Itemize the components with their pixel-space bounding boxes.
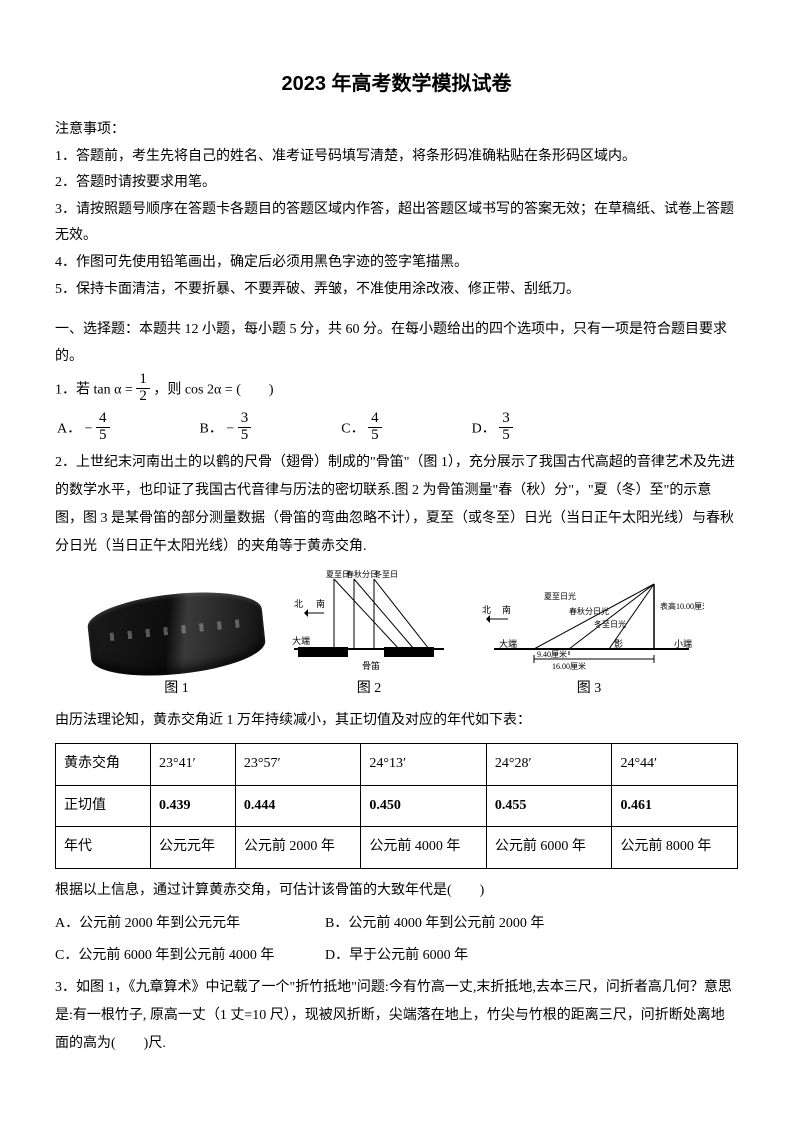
figure-3: 16.00厘米 9.40厘米 表高10.00厘米 夏至日光 春秋分日光 冬至日光…: [474, 569, 704, 703]
fig3-dg: 冬至日光: [594, 619, 626, 629]
figure-1: 图 1: [89, 594, 264, 703]
table-cell: 公元前 8000 年: [612, 827, 738, 869]
exam-title: 2023 年高考数学模拟试卷: [55, 65, 738, 103]
q2-opt-b: B．公元前 4000 年到公元前 2000 年: [325, 911, 738, 938]
q2-options: A．公元前 2000 年到公元元年 B．公元前 4000 年到公元前 2000 …: [55, 911, 738, 970]
fig3-xd: 小端: [674, 638, 692, 649]
instruction-item: 3．请按照题号顺序在答题卡各题目的答题区域内作答，超出答题区域书写的答案无效；在…: [55, 197, 738, 250]
q1-opt-b: B． − 3 5: [200, 413, 252, 446]
instruction-item: 5．保持卡面清洁，不要折暴、不要弄破、弄皱，不准使用涂改液、修正带、刮纸刀。: [55, 277, 738, 304]
fig3-d1: 9.40厘米: [537, 649, 567, 659]
table-cell: 公元前 4000 年: [361, 827, 487, 869]
table-cell: 0.461: [612, 785, 738, 827]
table-cell: 24°28′: [486, 743, 612, 785]
table-cell: 23°41′: [151, 743, 236, 785]
q1-opt-c: C． 4 5: [341, 413, 381, 446]
q2-opt-d: D．早于公元前 6000 年: [325, 943, 738, 970]
figure-2: 北 南 夏至日 春秋分日 冬至日 大端 骨笛 图 2: [284, 569, 454, 703]
fig3-d2: 16.00厘米: [552, 661, 586, 671]
q1-tan: tan α =: [94, 383, 137, 398]
question-3: 3．如图 1，《九章算术》中记载了一个"折竹抵地"问题:今有竹高一丈,末折抵地,…: [55, 974, 738, 1058]
instructions-block: 注意事项： 1．答题前，考生先将自己的姓名、准考证号码填写清楚，将条形码准确粘贴…: [55, 117, 738, 303]
fig2-bg: 骨笛: [362, 660, 380, 671]
table-cell: 公元前 2000 年: [235, 827, 361, 869]
q1-opt-a: A． − 4 5: [57, 413, 110, 446]
frac-den: 2: [136, 389, 150, 405]
q1-mid: ，则 cos 2α = ( ): [153, 383, 273, 398]
fig3-dd: 大端: [499, 638, 517, 649]
instruction-item: 2．答题时请按要求用笔。: [55, 170, 738, 197]
q2-opt-a: A．公元前 2000 年到公元元年: [55, 911, 325, 938]
table-cell: 0.444: [235, 785, 361, 827]
q2-opt-c: C．公元前 6000 年到公元前 4000 年: [55, 943, 325, 970]
table-cell: 年代: [56, 827, 151, 869]
q2-table: 黄赤交角 23°41′ 23°57′ 24°13′ 24°28′ 24°44′ …: [55, 743, 738, 869]
fig2-north: 北: [294, 599, 303, 609]
table-cell: 0.450: [361, 785, 487, 827]
opt-label: D．: [472, 421, 496, 436]
instruction-item: 4．作图可先使用铅笔画出，确定后必须用黑色字迹的签字笔描黑。: [55, 250, 738, 277]
opt-frac: 4 5: [368, 411, 382, 444]
figures-row: 图 1 北 南 夏至日 春: [55, 569, 738, 703]
instruction-item: 1．答题前，考生先将自己的姓名、准考证号码填写清楚，将条形码准确粘贴在条形码区域…: [55, 144, 738, 171]
q1-frac: 1 2: [136, 372, 150, 405]
table-cell: 0.439: [151, 785, 236, 827]
frac-num: 1: [136, 372, 150, 389]
frac-num: 4: [96, 411, 110, 428]
opt-frac: 3 5: [499, 411, 513, 444]
frac-num: 3: [499, 411, 513, 428]
frac-num: 4: [368, 411, 382, 428]
opt-frac: 3 5: [238, 411, 252, 444]
q1-options: A． − 4 5 B． − 3 5 C． 4 5 D．: [55, 413, 738, 446]
opt-label: A．: [57, 421, 81, 436]
fig2-dz: 冬至日: [374, 569, 398, 579]
bone-flute-icon: [85, 585, 267, 683]
q2-para: 2．上世纪末河南出土的以鹤的尺骨（翅骨）制成的"骨笛"（图 1），充分展示了我国…: [55, 449, 738, 561]
opt-label: B．: [200, 421, 223, 436]
table-cell: 24°13′: [361, 743, 487, 785]
frac-den: 5: [96, 428, 110, 444]
table-cell: 23°57′: [235, 743, 361, 785]
table-cell: 0.455: [486, 785, 612, 827]
fig1-caption: 图 1: [89, 676, 264, 703]
question-1: 1．若 tan α = 1 2 ，则 cos 2α = ( ) A． − 4 5…: [55, 374, 738, 445]
table-cell: 公元前 6000 年: [486, 827, 612, 869]
frac-den: 5: [499, 428, 513, 444]
table-cell: 正切值: [56, 785, 151, 827]
opt-frac: 4 5: [96, 411, 110, 444]
opt-label: C．: [341, 421, 364, 436]
frac-num: 3: [238, 411, 252, 428]
opt-sign: −: [85, 421, 93, 436]
fig3-xg: 夏至日光: [544, 591, 576, 601]
fig2-south: 南: [316, 598, 325, 609]
table-cell: 黄赤交角: [56, 743, 151, 785]
fig3-north: 北: [482, 605, 491, 615]
table-row: 正切值 0.439 0.444 0.450 0.455 0.461: [56, 785, 738, 827]
frac-den: 5: [238, 428, 252, 444]
table-row: 年代 公元元年 公元前 2000 年 公元前 4000 年 公元前 6000 年…: [56, 827, 738, 869]
fig3-caption: 图 3: [474, 676, 704, 703]
fig3-south: 南: [502, 604, 511, 615]
frac-den: 5: [368, 428, 382, 444]
q2-after: 根据以上信息，通过计算黄赤交角，可估计该骨笛的大致年代是( ): [55, 877, 738, 905]
fig3-y: 影: [614, 639, 623, 649]
table-row: 黄赤交角 23°41′ 23°57′ 24°13′ 24°28′ 24°44′: [56, 743, 738, 785]
fig3-hi: 表高10.00厘米: [660, 601, 704, 611]
table-cell: 24°44′: [612, 743, 738, 785]
q1-opt-d: D． 3 5: [472, 413, 513, 446]
question-2: 2．上世纪末河南出土的以鹤的尺骨（翅骨）制成的"骨笛"（图 1），充分展示了我国…: [55, 449, 738, 970]
fig3-cg: 春秋分日光: [569, 606, 609, 616]
q1-prefix: 1．若: [55, 383, 94, 398]
section-heading: 一、选择题：本题共 12 小题，每小题 5 分，共 60 分。在每小题给出的四个…: [55, 317, 738, 370]
instructions-label: 注意事项：: [55, 117, 738, 144]
q2-table-intro: 由历法理论知，黄赤交角近 1 万年持续减小，其正切值及对应的年代如下表：: [55, 707, 738, 735]
fig2-caption: 图 2: [284, 676, 454, 703]
opt-sign: −: [226, 421, 234, 436]
table-cell: 公元元年: [151, 827, 236, 869]
q3-text: 3．如图 1，《九章算术》中记载了一个"折竹抵地"问题:今有竹高一丈,末折抵地,…: [55, 974, 738, 1058]
fig2-dd: 大端: [292, 635, 310, 646]
